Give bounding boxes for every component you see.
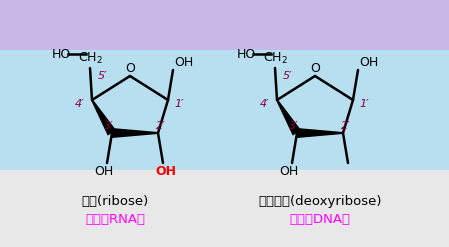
Text: 2′: 2′ — [341, 121, 351, 131]
Text: OH: OH — [359, 56, 378, 69]
Text: HO: HO — [52, 47, 71, 61]
Text: OH: OH — [94, 165, 114, 178]
Text: 脱氧核糖(deoxyribose): 脱氧核糖(deoxyribose) — [258, 195, 382, 208]
Polygon shape — [112, 128, 158, 138]
Text: OH: OH — [155, 165, 176, 178]
Text: 3′: 3′ — [289, 121, 299, 131]
Text: 3′: 3′ — [104, 121, 114, 131]
Text: 核糖(ribose): 核糖(ribose) — [81, 195, 149, 208]
Text: 1′: 1′ — [174, 99, 184, 109]
Polygon shape — [91, 100, 116, 136]
Text: OH: OH — [279, 165, 299, 178]
Text: （构成DNA）: （构成DNA） — [290, 213, 351, 226]
Text: CH$_2$: CH$_2$ — [78, 51, 102, 66]
Bar — [0, 0, 449, 50]
Text: 1′: 1′ — [359, 99, 369, 109]
Polygon shape — [297, 128, 343, 138]
Text: O: O — [125, 62, 135, 75]
Text: HO: HO — [237, 47, 256, 61]
Polygon shape — [276, 100, 301, 136]
Bar — [0, 170, 449, 247]
Text: 2′: 2′ — [156, 121, 166, 131]
Text: 4′: 4′ — [75, 99, 84, 109]
Text: 5′: 5′ — [98, 71, 108, 81]
Text: O: O — [310, 62, 320, 75]
Text: CH$_2$: CH$_2$ — [263, 51, 287, 66]
Text: （构成RNA）: （构成RNA） — [85, 213, 145, 226]
Text: 5′: 5′ — [283, 71, 293, 81]
Text: OH: OH — [174, 56, 193, 69]
Bar — [0, 50, 449, 170]
Text: 4′: 4′ — [260, 99, 269, 109]
